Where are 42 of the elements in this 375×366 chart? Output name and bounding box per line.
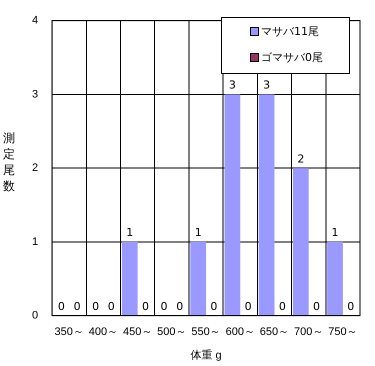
- data-label: 3: [228, 78, 236, 92]
- legend-label: マサバ11尾: [261, 24, 319, 38]
- x-axis-title: 体重 g: [190, 348, 222, 362]
- data-label: 0: [92, 300, 100, 313]
- x-tick-label: 600～: [226, 326, 255, 338]
- data-label: 0: [74, 300, 81, 313]
- data-label: 2: [297, 152, 304, 166]
- data-label: 0: [278, 300, 286, 313]
- data-label: 1: [194, 226, 202, 240]
- data-label: 0: [313, 300, 320, 313]
- x-tick-label: 500～: [157, 326, 187, 338]
- bar: [122, 242, 138, 316]
- data-label: 3: [263, 78, 270, 92]
- x-tick-label: 450～: [122, 326, 152, 338]
- data-label: 1: [332, 226, 339, 240]
- x-tick-label: 650～: [260, 326, 290, 338]
- y-tick-label: 1: [32, 236, 38, 248]
- data-label: 0: [142, 300, 150, 313]
- bar: [190, 242, 206, 316]
- data-label: 0: [58, 300, 65, 313]
- data-label: 1: [126, 226, 134, 240]
- data-label: 0: [347, 300, 354, 313]
- bar: [224, 94, 240, 316]
- y-tick-label: 4: [32, 14, 38, 27]
- data-label: 0: [176, 300, 184, 313]
- x-tick-label: 700～: [294, 326, 324, 338]
- x-tick-label: 750～: [328, 326, 358, 338]
- y-tick-label: 0: [32, 310, 38, 322]
- y-tick-label: 2: [32, 162, 38, 174]
- bar: [327, 242, 343, 316]
- x-tick-label: 350～: [54, 326, 84, 338]
- data-label: 0: [160, 300, 168, 313]
- data-label: 0: [210, 300, 218, 313]
- legend-label: ゴマサバ0尾: [261, 50, 323, 64]
- bar: [292, 168, 309, 316]
- data-label: 0: [108, 300, 115, 313]
- x-tick-label: 550～: [191, 326, 221, 338]
- y-axis-title: 測定尾数: [3, 130, 16, 194]
- x-tick-label: 400～: [88, 326, 118, 338]
- y-tick-label: 3: [32, 88, 38, 100]
- bar: [258, 94, 274, 316]
- data-label: 0: [244, 300, 252, 313]
